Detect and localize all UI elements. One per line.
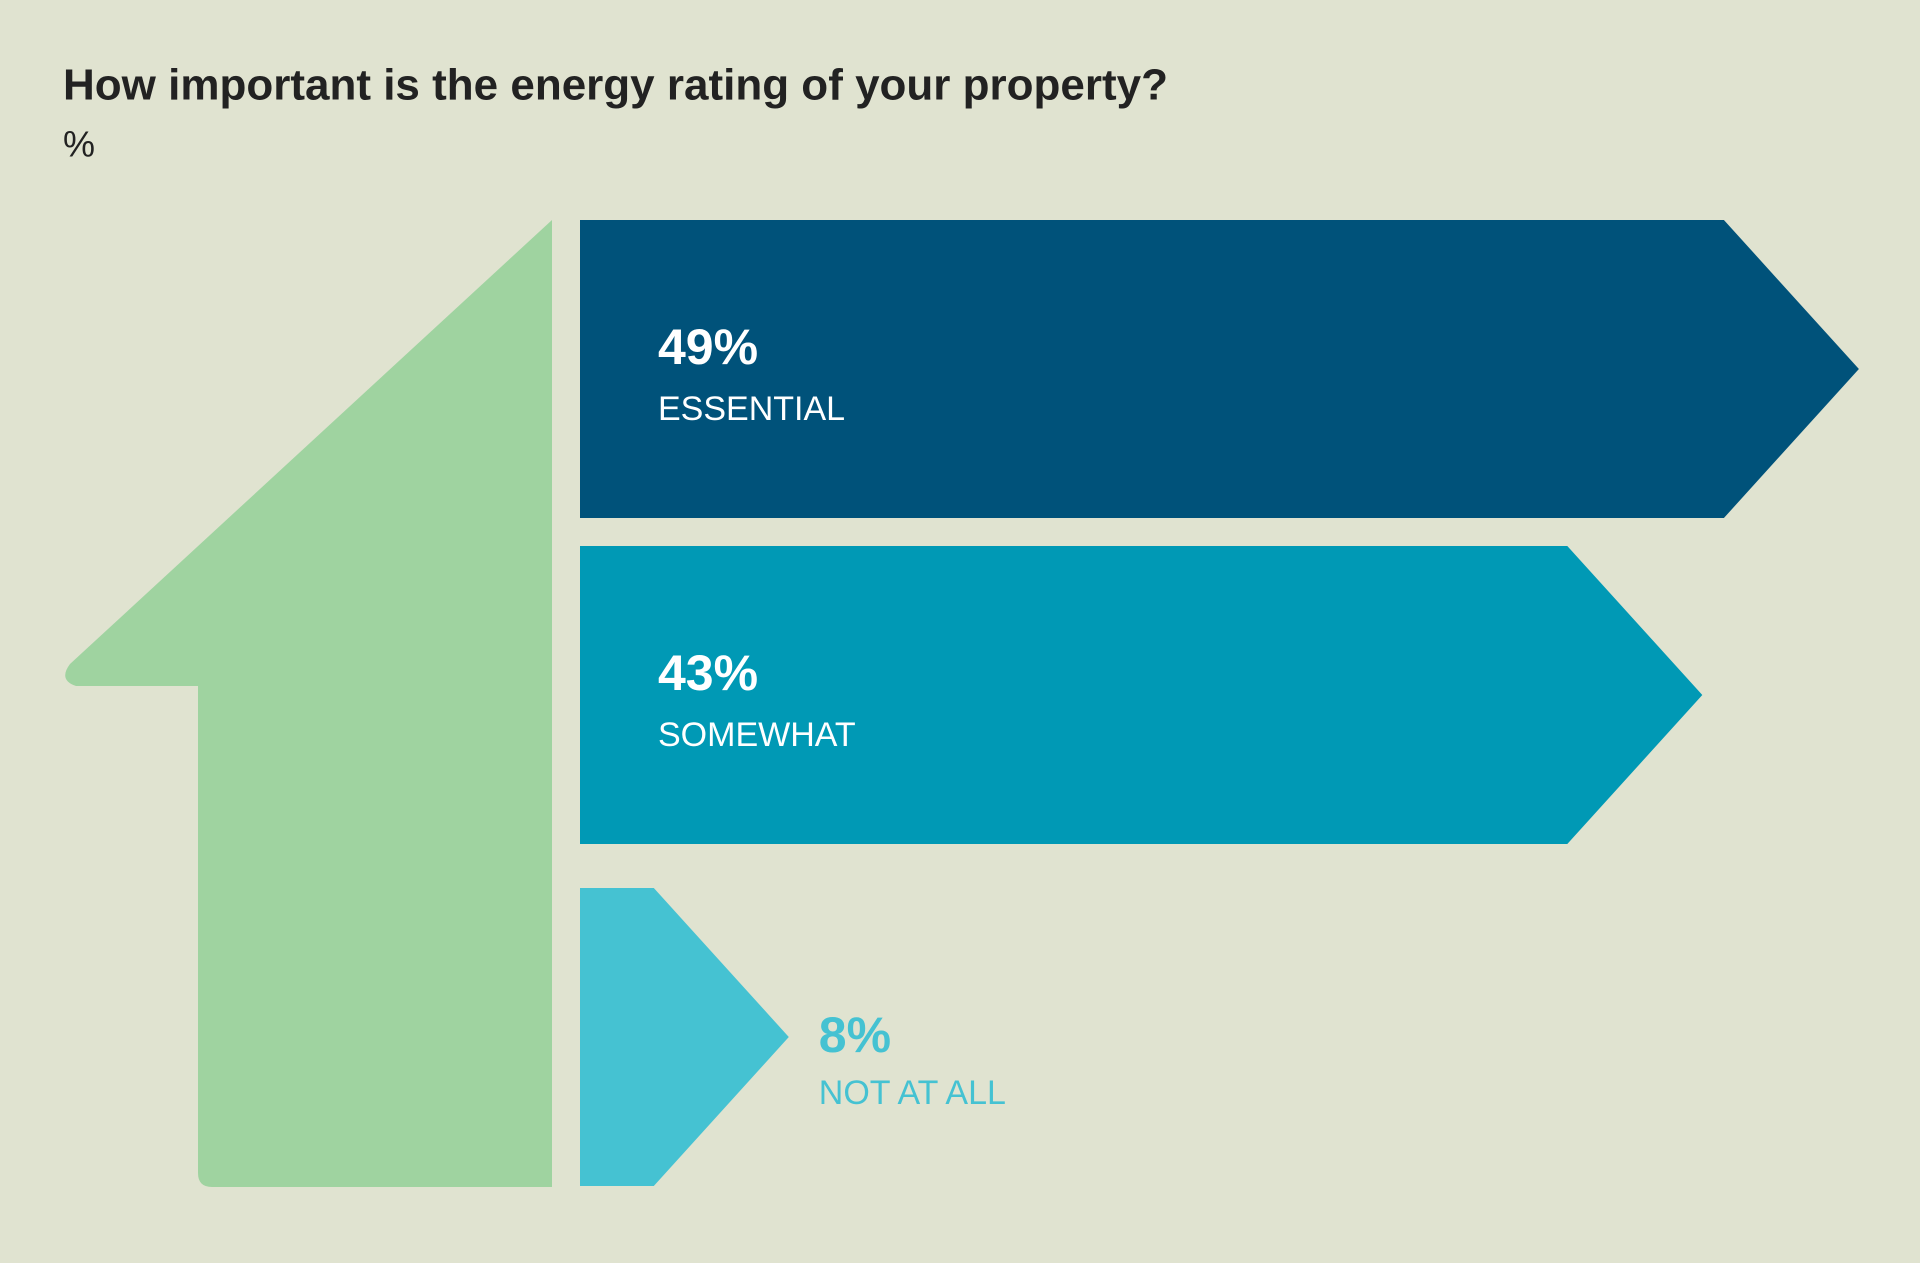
bar: [580, 546, 1703, 844]
value-label: 49%: [658, 319, 758, 375]
category-label: NOT AT ALL: [819, 1074, 1006, 1112]
value-label: 8%: [819, 1007, 891, 1063]
category-label: SOMEWHAT: [658, 716, 856, 754]
value-label: 43%: [658, 645, 758, 701]
bar: [580, 888, 789, 1186]
category-label: ESSENTIAL: [658, 390, 845, 428]
chart-title: How important is the energy rating of yo…: [63, 61, 1168, 110]
house-shape: [65, 220, 552, 1187]
bar: [580, 220, 1859, 518]
chart-subtitle: %: [63, 124, 95, 165]
